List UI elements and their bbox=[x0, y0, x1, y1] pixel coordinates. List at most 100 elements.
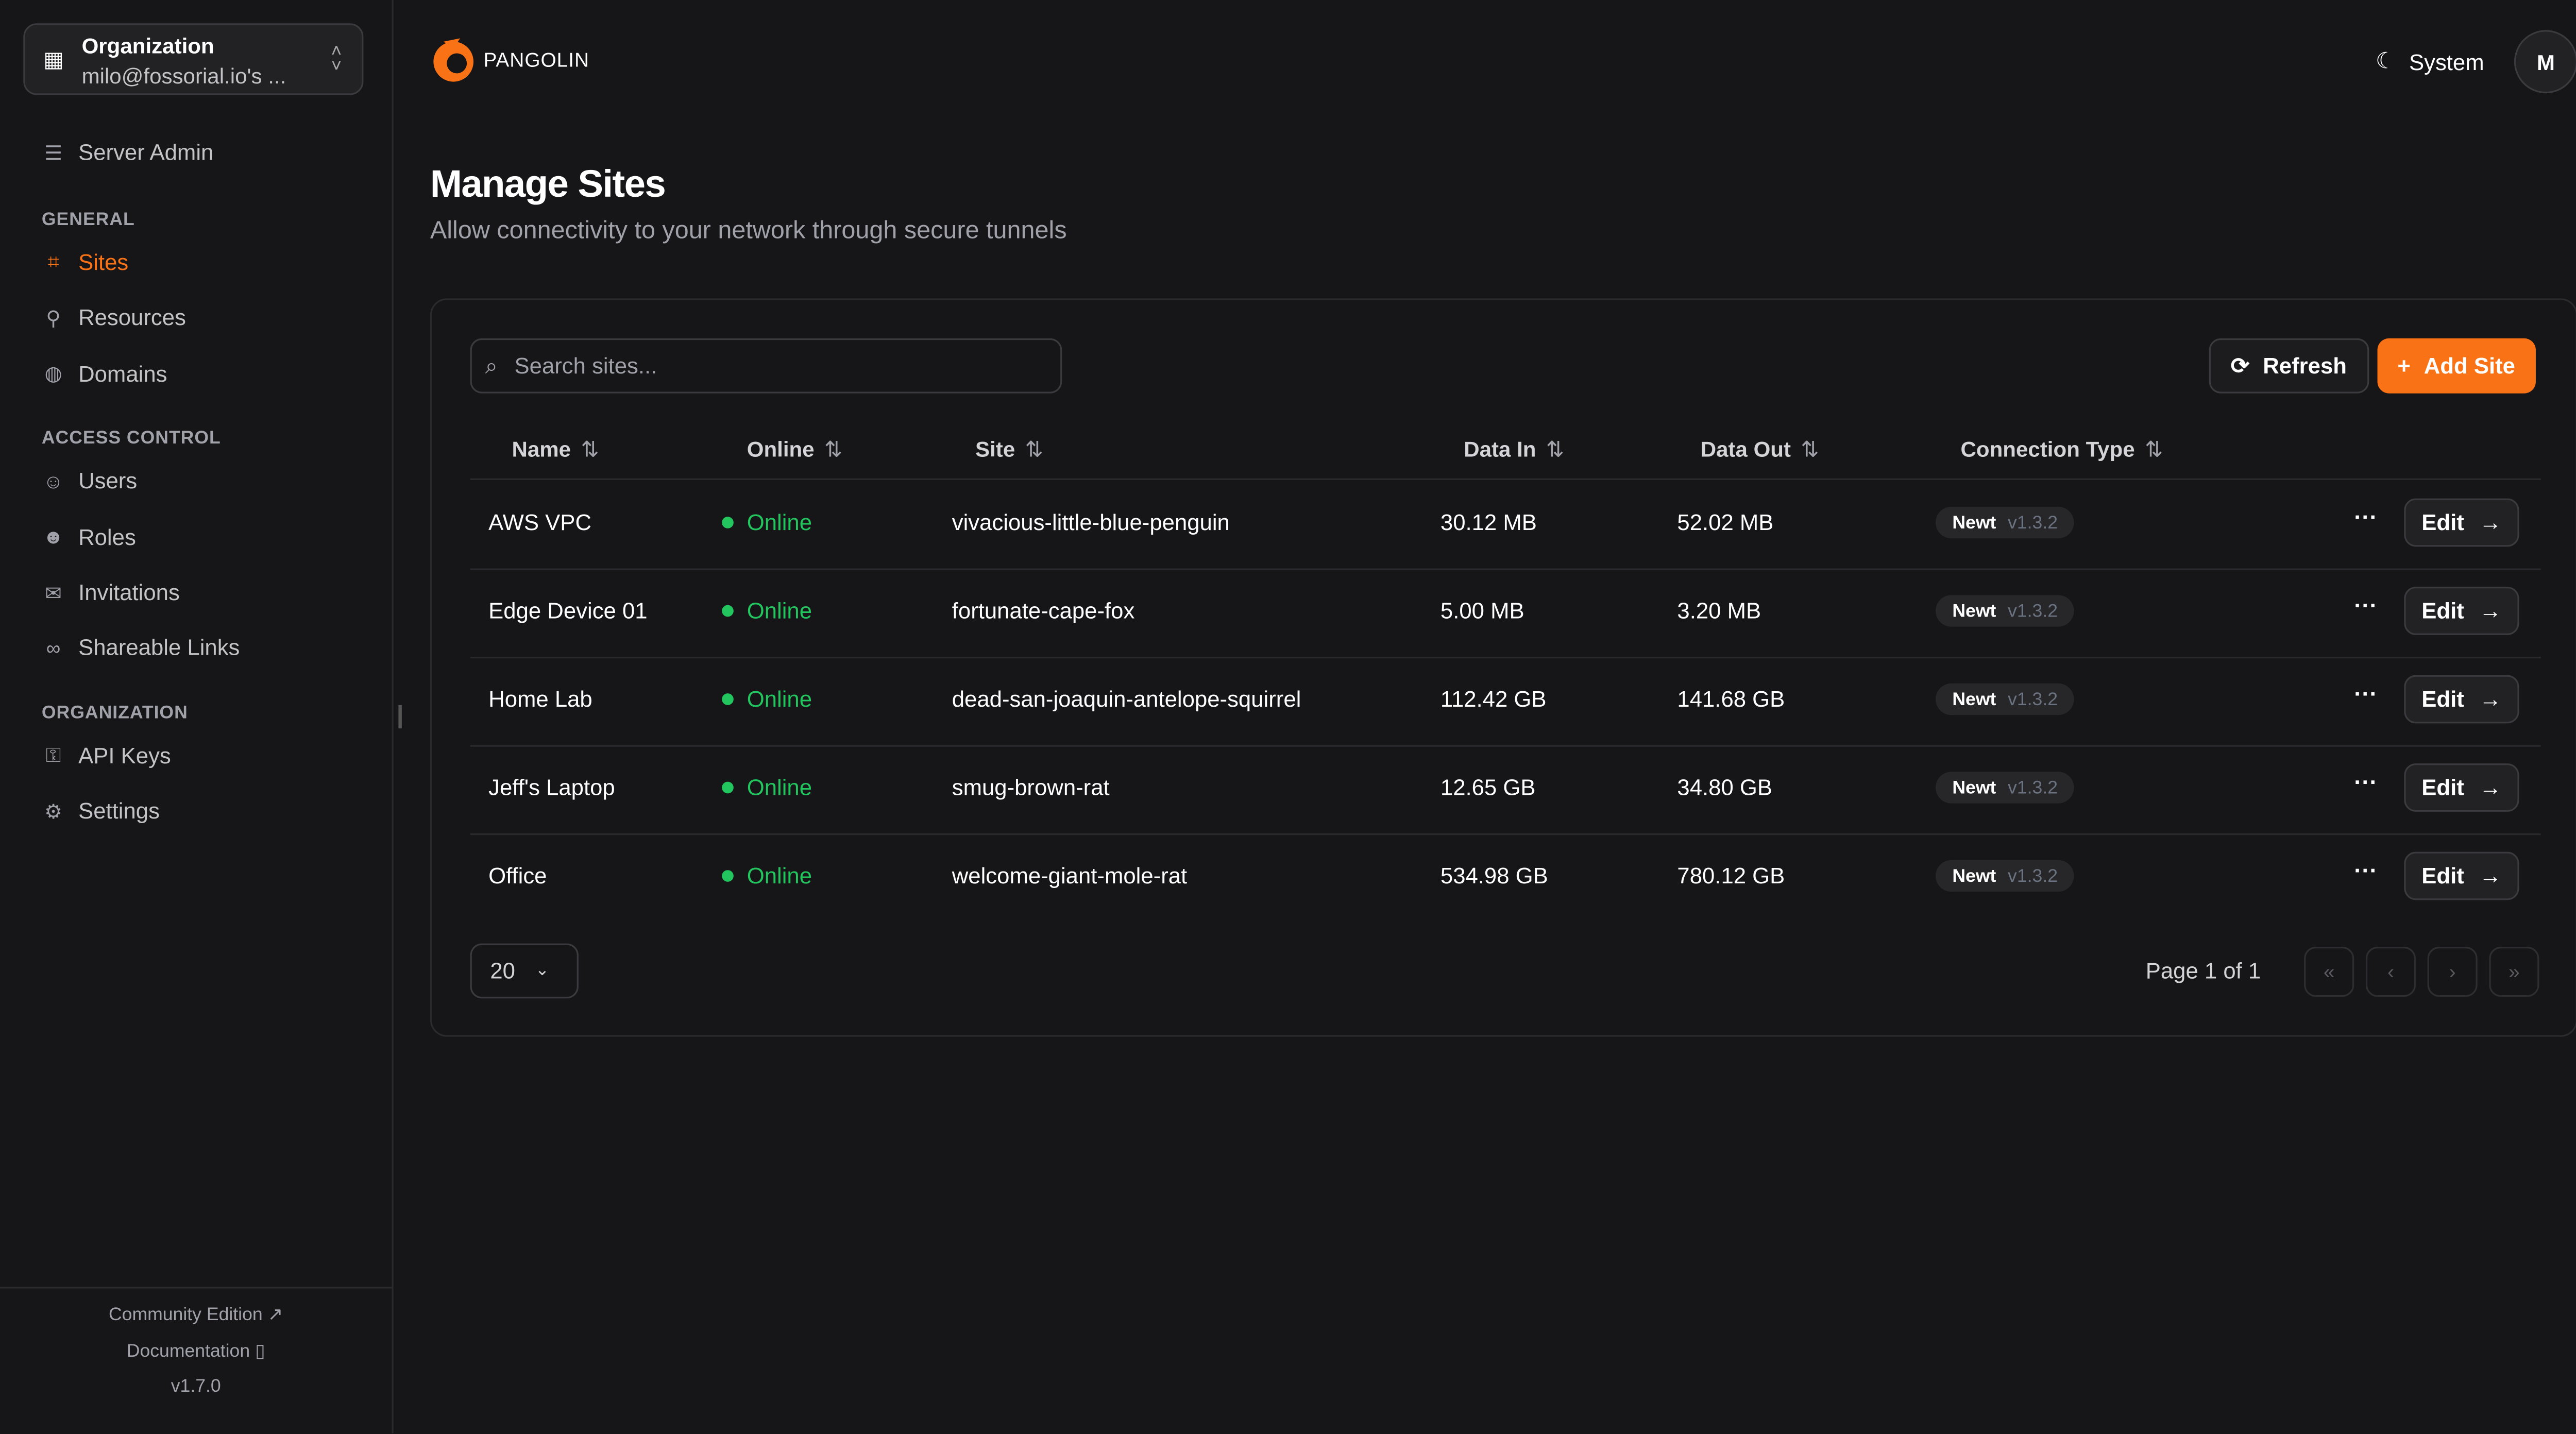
status-dot bbox=[722, 517, 734, 528]
add-site-button[interactable]: + Add Site bbox=[2377, 338, 2535, 394]
column-header[interactable]: Name ⇅ bbox=[512, 437, 599, 464]
sidebar-item-resources[interactable]: ⚲ Resources bbox=[42, 305, 186, 331]
connection-type-badge: Newt v1.3.2 bbox=[1935, 860, 2075, 892]
label: Invitations bbox=[78, 580, 180, 605]
user-icon: ☺ bbox=[43, 469, 64, 493]
status-dot bbox=[722, 870, 734, 882]
site-name: Jeff's Laptop bbox=[488, 775, 615, 800]
prev-page-button[interactable]: ‹ bbox=[2365, 947, 2416, 997]
refresh-button[interactable]: ⟳ Refresh bbox=[2209, 338, 2369, 394]
label: Online bbox=[747, 510, 812, 535]
sidebar-item-server-admin[interactable]: ☰ Server Admin bbox=[42, 140, 213, 165]
sidebar-item-api-keys[interactable]: ⚿ API Keys bbox=[42, 743, 171, 769]
divider bbox=[470, 656, 2541, 659]
data-out: 141.68 GB bbox=[1677, 687, 1785, 712]
gear-icon: ⚙ bbox=[44, 799, 62, 823]
label: Data In bbox=[1464, 436, 1536, 462]
data-in: 534.98 GB bbox=[1440, 863, 1548, 889]
pangolin-logo-icon bbox=[433, 38, 474, 82]
page-title: Manage Sites bbox=[430, 161, 666, 206]
data-out: 34.80 GB bbox=[1677, 775, 1773, 800]
page-size-select[interactable]: 20 ⌄ bbox=[470, 943, 579, 999]
value: 20 bbox=[490, 958, 516, 984]
sidebar-item-invitations[interactable]: ✉ Invitations bbox=[42, 580, 180, 605]
status-dot bbox=[722, 781, 734, 794]
sidebar-item-shareable-links[interactable]: ∞ Shareable Links bbox=[42, 636, 240, 661]
sites-icon: ⌗ bbox=[47, 250, 59, 274]
search-input[interactable] bbox=[511, 351, 1018, 380]
status-dot bbox=[722, 693, 734, 705]
column-header[interactable]: Connection Type ⇅ bbox=[1961, 437, 2163, 464]
sidebar-footer: Community Edition ↗ Documentation ▯ v1.7… bbox=[0, 1287, 392, 1434]
column-header[interactable]: Online ⇅ bbox=[747, 437, 843, 464]
last-page-button[interactable]: » bbox=[2489, 947, 2539, 997]
type: Newt bbox=[1952, 777, 1996, 798]
column-header[interactable]: Site ⇅ bbox=[975, 437, 1043, 464]
section-title: ORGANIZATION bbox=[41, 703, 188, 723]
more-actions-icon[interactable]: ··· bbox=[2354, 680, 2378, 707]
more-actions-icon[interactable]: ··· bbox=[2354, 857, 2378, 884]
community-edition-link[interactable]: Community Edition ↗ bbox=[108, 1305, 283, 1325]
connection-type-badge: Newt v1.3.2 bbox=[1935, 683, 2075, 715]
next-page-button[interactable]: › bbox=[2427, 947, 2478, 997]
edit-button[interactable]: Edit → bbox=[2404, 851, 2519, 900]
sort-icon: ⇅ bbox=[1546, 436, 1565, 462]
first-page-button[interactable]: « bbox=[2304, 947, 2354, 997]
divider bbox=[470, 568, 2541, 570]
label: Online bbox=[747, 775, 812, 800]
sort-icon: ⇅ bbox=[824, 436, 843, 462]
logo[interactable]: PANGOLIN bbox=[430, 37, 589, 83]
arrow-right-icon: → bbox=[2479, 863, 2502, 889]
label: Online bbox=[747, 687, 812, 712]
label: Edit bbox=[2421, 863, 2464, 889]
edit-button[interactable]: Edit → bbox=[2404, 763, 2519, 812]
resources-icon: ⚲ bbox=[46, 306, 61, 330]
label: Sites bbox=[78, 250, 129, 275]
version: v1.3.2 bbox=[2008, 601, 2058, 621]
brand-name: PANGOLIN bbox=[483, 48, 590, 72]
sidebar-item-users[interactable]: ☺ Users bbox=[42, 469, 138, 494]
sidebar-item-settings[interactable]: ⚙ Settings bbox=[42, 799, 160, 824]
type: Newt bbox=[1952, 601, 1996, 621]
avatar[interactable]: M bbox=[2514, 30, 2576, 94]
sidebar-item-sites[interactable]: ⌗ Sites bbox=[42, 250, 129, 275]
sidebar-item-domains[interactable]: ◍ Domains bbox=[42, 362, 167, 387]
data-in: 30.12 MB bbox=[1440, 510, 1537, 535]
edit-button[interactable]: Edit → bbox=[2404, 675, 2519, 724]
label: Domains bbox=[78, 361, 167, 387]
moon-icon: ☾ bbox=[2375, 48, 2396, 74]
type: Newt bbox=[1952, 513, 1996, 533]
label: Refresh bbox=[2263, 353, 2347, 379]
version: v1.3.2 bbox=[2008, 689, 2058, 709]
connection-type-badge: Newt v1.3.2 bbox=[1935, 595, 2075, 627]
label: Connection Type bbox=[1960, 436, 2135, 462]
column-header[interactable]: Data Out ⇅ bbox=[1701, 437, 1819, 464]
more-actions-icon[interactable]: ··· bbox=[2354, 768, 2378, 795]
theme-toggle[interactable]: ☾ System bbox=[2376, 48, 2484, 75]
site-id: welcome-giant-mole-rat bbox=[952, 863, 1188, 889]
documentation-link[interactable]: Documentation ▯ bbox=[126, 1341, 265, 1362]
edit-button[interactable]: Edit → bbox=[2404, 498, 2519, 547]
label: Server Admin bbox=[78, 140, 214, 165]
site-id: vivacious-little-blue-penguin bbox=[952, 510, 1230, 535]
page-subtitle: Allow connectivity to your network throu… bbox=[430, 216, 1067, 245]
column-header[interactable]: Data In ⇅ bbox=[1464, 437, 1564, 464]
sidebar-resize-handle[interactable] bbox=[398, 705, 402, 729]
theme-label: System bbox=[2409, 49, 2484, 75]
users-icon: ☻ bbox=[43, 525, 64, 549]
divider bbox=[470, 833, 2541, 835]
more-actions-icon[interactable]: ··· bbox=[2354, 503, 2378, 531]
data-out: 3.20 MB bbox=[1677, 598, 1761, 624]
globe-icon: ◍ bbox=[44, 362, 62, 386]
more-actions-icon[interactable]: ··· bbox=[2354, 591, 2378, 619]
plus-icon: + bbox=[2397, 353, 2411, 379]
label: Online bbox=[747, 598, 812, 624]
org-switcher[interactable]: ▦ Organization milo@fossorial.io's ... ˄… bbox=[23, 23, 364, 95]
data-out: 52.02 MB bbox=[1677, 510, 1774, 535]
online-status: Online bbox=[722, 863, 812, 889]
sort-icon: ⇅ bbox=[1025, 436, 1043, 462]
sidebar-item-roles[interactable]: ☻ Roles bbox=[42, 524, 136, 550]
edit-button[interactable]: Edit → bbox=[2404, 587, 2519, 635]
connection-type-badge: Newt v1.3.2 bbox=[1935, 506, 2075, 539]
